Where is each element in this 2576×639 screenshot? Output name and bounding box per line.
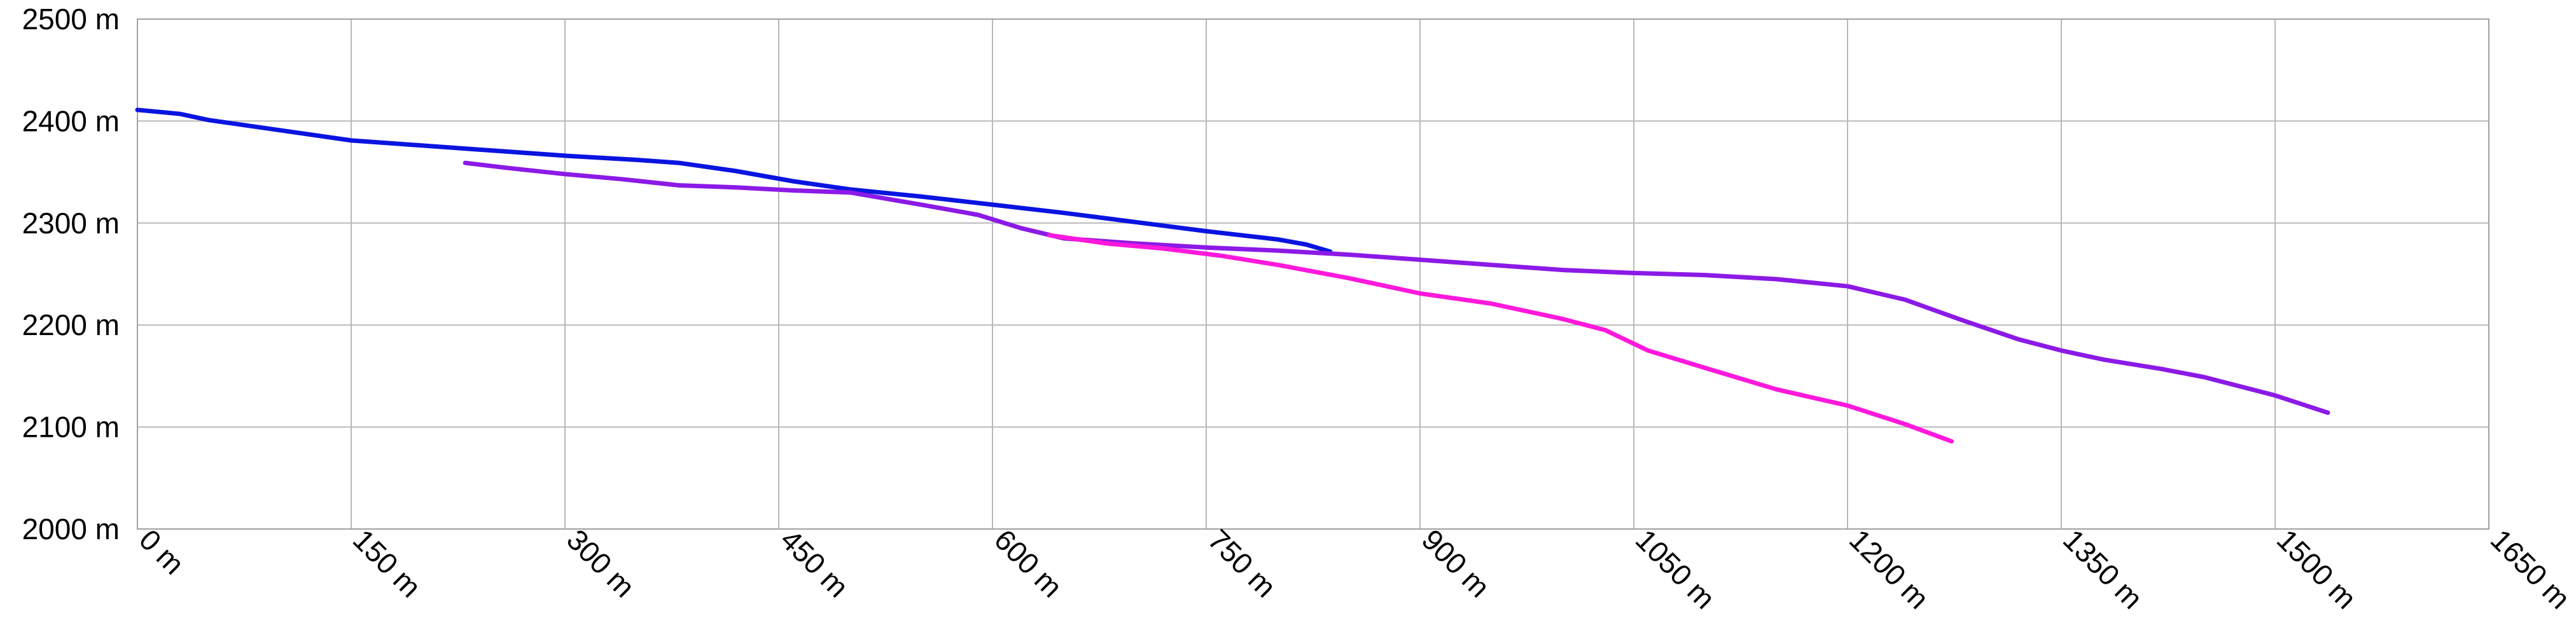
x-tick-label: 0 m	[133, 523, 191, 581]
x-tick-label: 150 m	[347, 523, 428, 603]
x-tick-label: 300 m	[560, 523, 641, 603]
series-line-3	[1047, 233, 1954, 444]
x-tick-label: 1200 m	[1843, 523, 1935, 615]
x-tick-label: 600 m	[988, 523, 1069, 603]
y-tick-label: 2500 m	[22, 3, 120, 36]
x-tick-label: 1650 m	[2484, 523, 2576, 615]
series-layer	[135, 107, 2330, 444]
y-tick-label: 2300 m	[22, 207, 120, 240]
plot-area	[137, 19, 2489, 529]
y-tick-label: 2100 m	[22, 411, 120, 444]
series-line-1	[135, 107, 1333, 254]
x-tick-label: 1500 m	[2271, 523, 2363, 615]
x-tick-label: 900 m	[1416, 523, 1496, 603]
series-line-2	[463, 160, 2330, 415]
x-tick-label: 1050 m	[1629, 523, 1722, 615]
x-tick-label: 750 m	[1202, 523, 1283, 603]
y-tick-label: 2000 m	[22, 512, 120, 546]
axis-layer	[137, 18, 2489, 530]
y-tick-label: 2400 m	[22, 104, 120, 137]
plot-border	[137, 18, 2489, 530]
y-tick-label: 2200 m	[22, 308, 120, 341]
x-tick-label: 450 m	[774, 523, 855, 603]
grid-layer	[137, 18, 2489, 530]
x-tick-label: 1350 m	[2057, 523, 2149, 615]
